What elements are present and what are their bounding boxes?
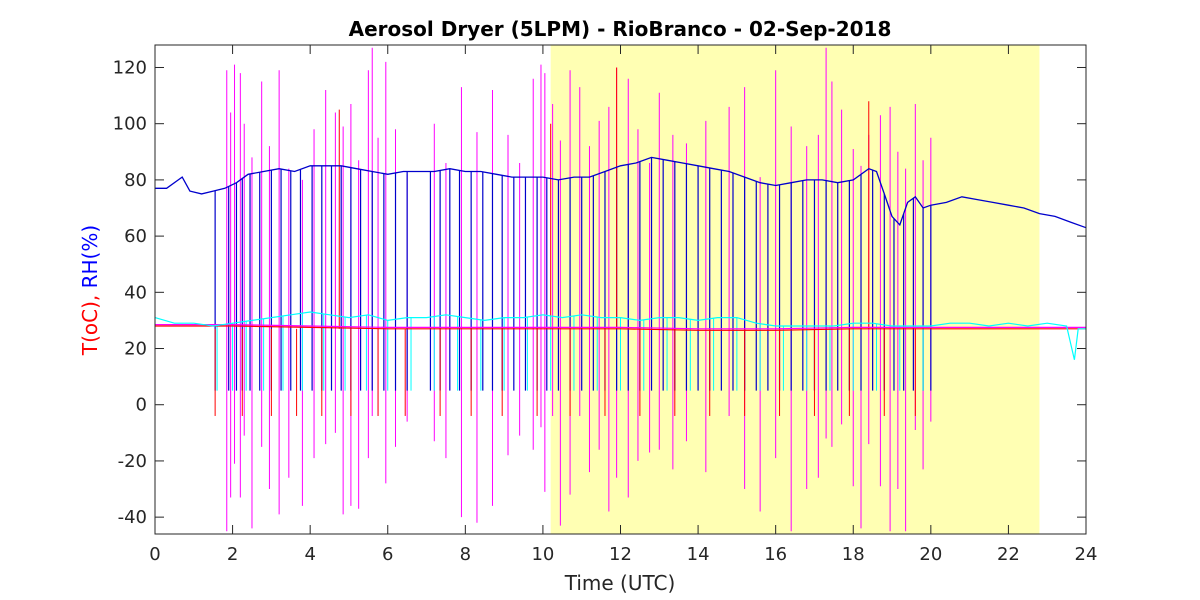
y-tick-label: 100 bbox=[113, 114, 147, 135]
x-tick-label: 16 bbox=[764, 544, 787, 565]
x-tick-label: 0 bbox=[149, 544, 160, 565]
x-tick-label: 10 bbox=[531, 544, 554, 565]
y-tick-label: 40 bbox=[124, 282, 147, 303]
x-tick-label: 6 bbox=[382, 544, 393, 565]
daylight-band bbox=[550, 45, 1040, 534]
y-tick-label: 120 bbox=[113, 57, 147, 78]
x-tick-label: 2 bbox=[227, 544, 238, 565]
y-tick-label: 80 bbox=[124, 170, 147, 191]
x-tick-label: 4 bbox=[304, 544, 315, 565]
y-tick-label: -40 bbox=[118, 507, 147, 528]
y-axis-label: T(oC), RH(%) bbox=[78, 225, 102, 356]
x-axis-label: Time (UTC) bbox=[564, 571, 676, 595]
y-tick-label: 20 bbox=[124, 339, 147, 360]
plot-area bbox=[154, 45, 1087, 534]
x-tick-label: 14 bbox=[687, 544, 710, 565]
chart-title: Aerosol Dryer (5LPM) - RioBranco - 02-Se… bbox=[349, 17, 892, 41]
x-tick-label: 20 bbox=[919, 544, 942, 565]
y-tick-label: 60 bbox=[124, 226, 147, 247]
x-tick-label: 12 bbox=[609, 544, 632, 565]
y-axis-label-rh: RH(%) bbox=[78, 225, 102, 289]
series-rh-sample bbox=[155, 156, 1087, 229]
y-tick-label: -20 bbox=[118, 451, 147, 472]
x-tick-label: 22 bbox=[997, 544, 1020, 565]
series-t-sheath bbox=[155, 324, 1086, 330]
axis-ticks: 0 2 4 6 8 10 12 14 16 18 20 22 24-40-200204060801001… bbox=[113, 45, 1098, 565]
series-t-sample bbox=[155, 325, 1086, 331]
y-axis-label-temperature: T(oC), bbox=[78, 288, 102, 356]
series-rh-sheath bbox=[154, 311, 1086, 360]
x-tick-label: 8 bbox=[460, 544, 471, 565]
y-tick-label: 0 bbox=[136, 395, 147, 416]
x-tick-label: 18 bbox=[842, 544, 865, 565]
x-tick-label: 24 bbox=[1075, 544, 1098, 565]
